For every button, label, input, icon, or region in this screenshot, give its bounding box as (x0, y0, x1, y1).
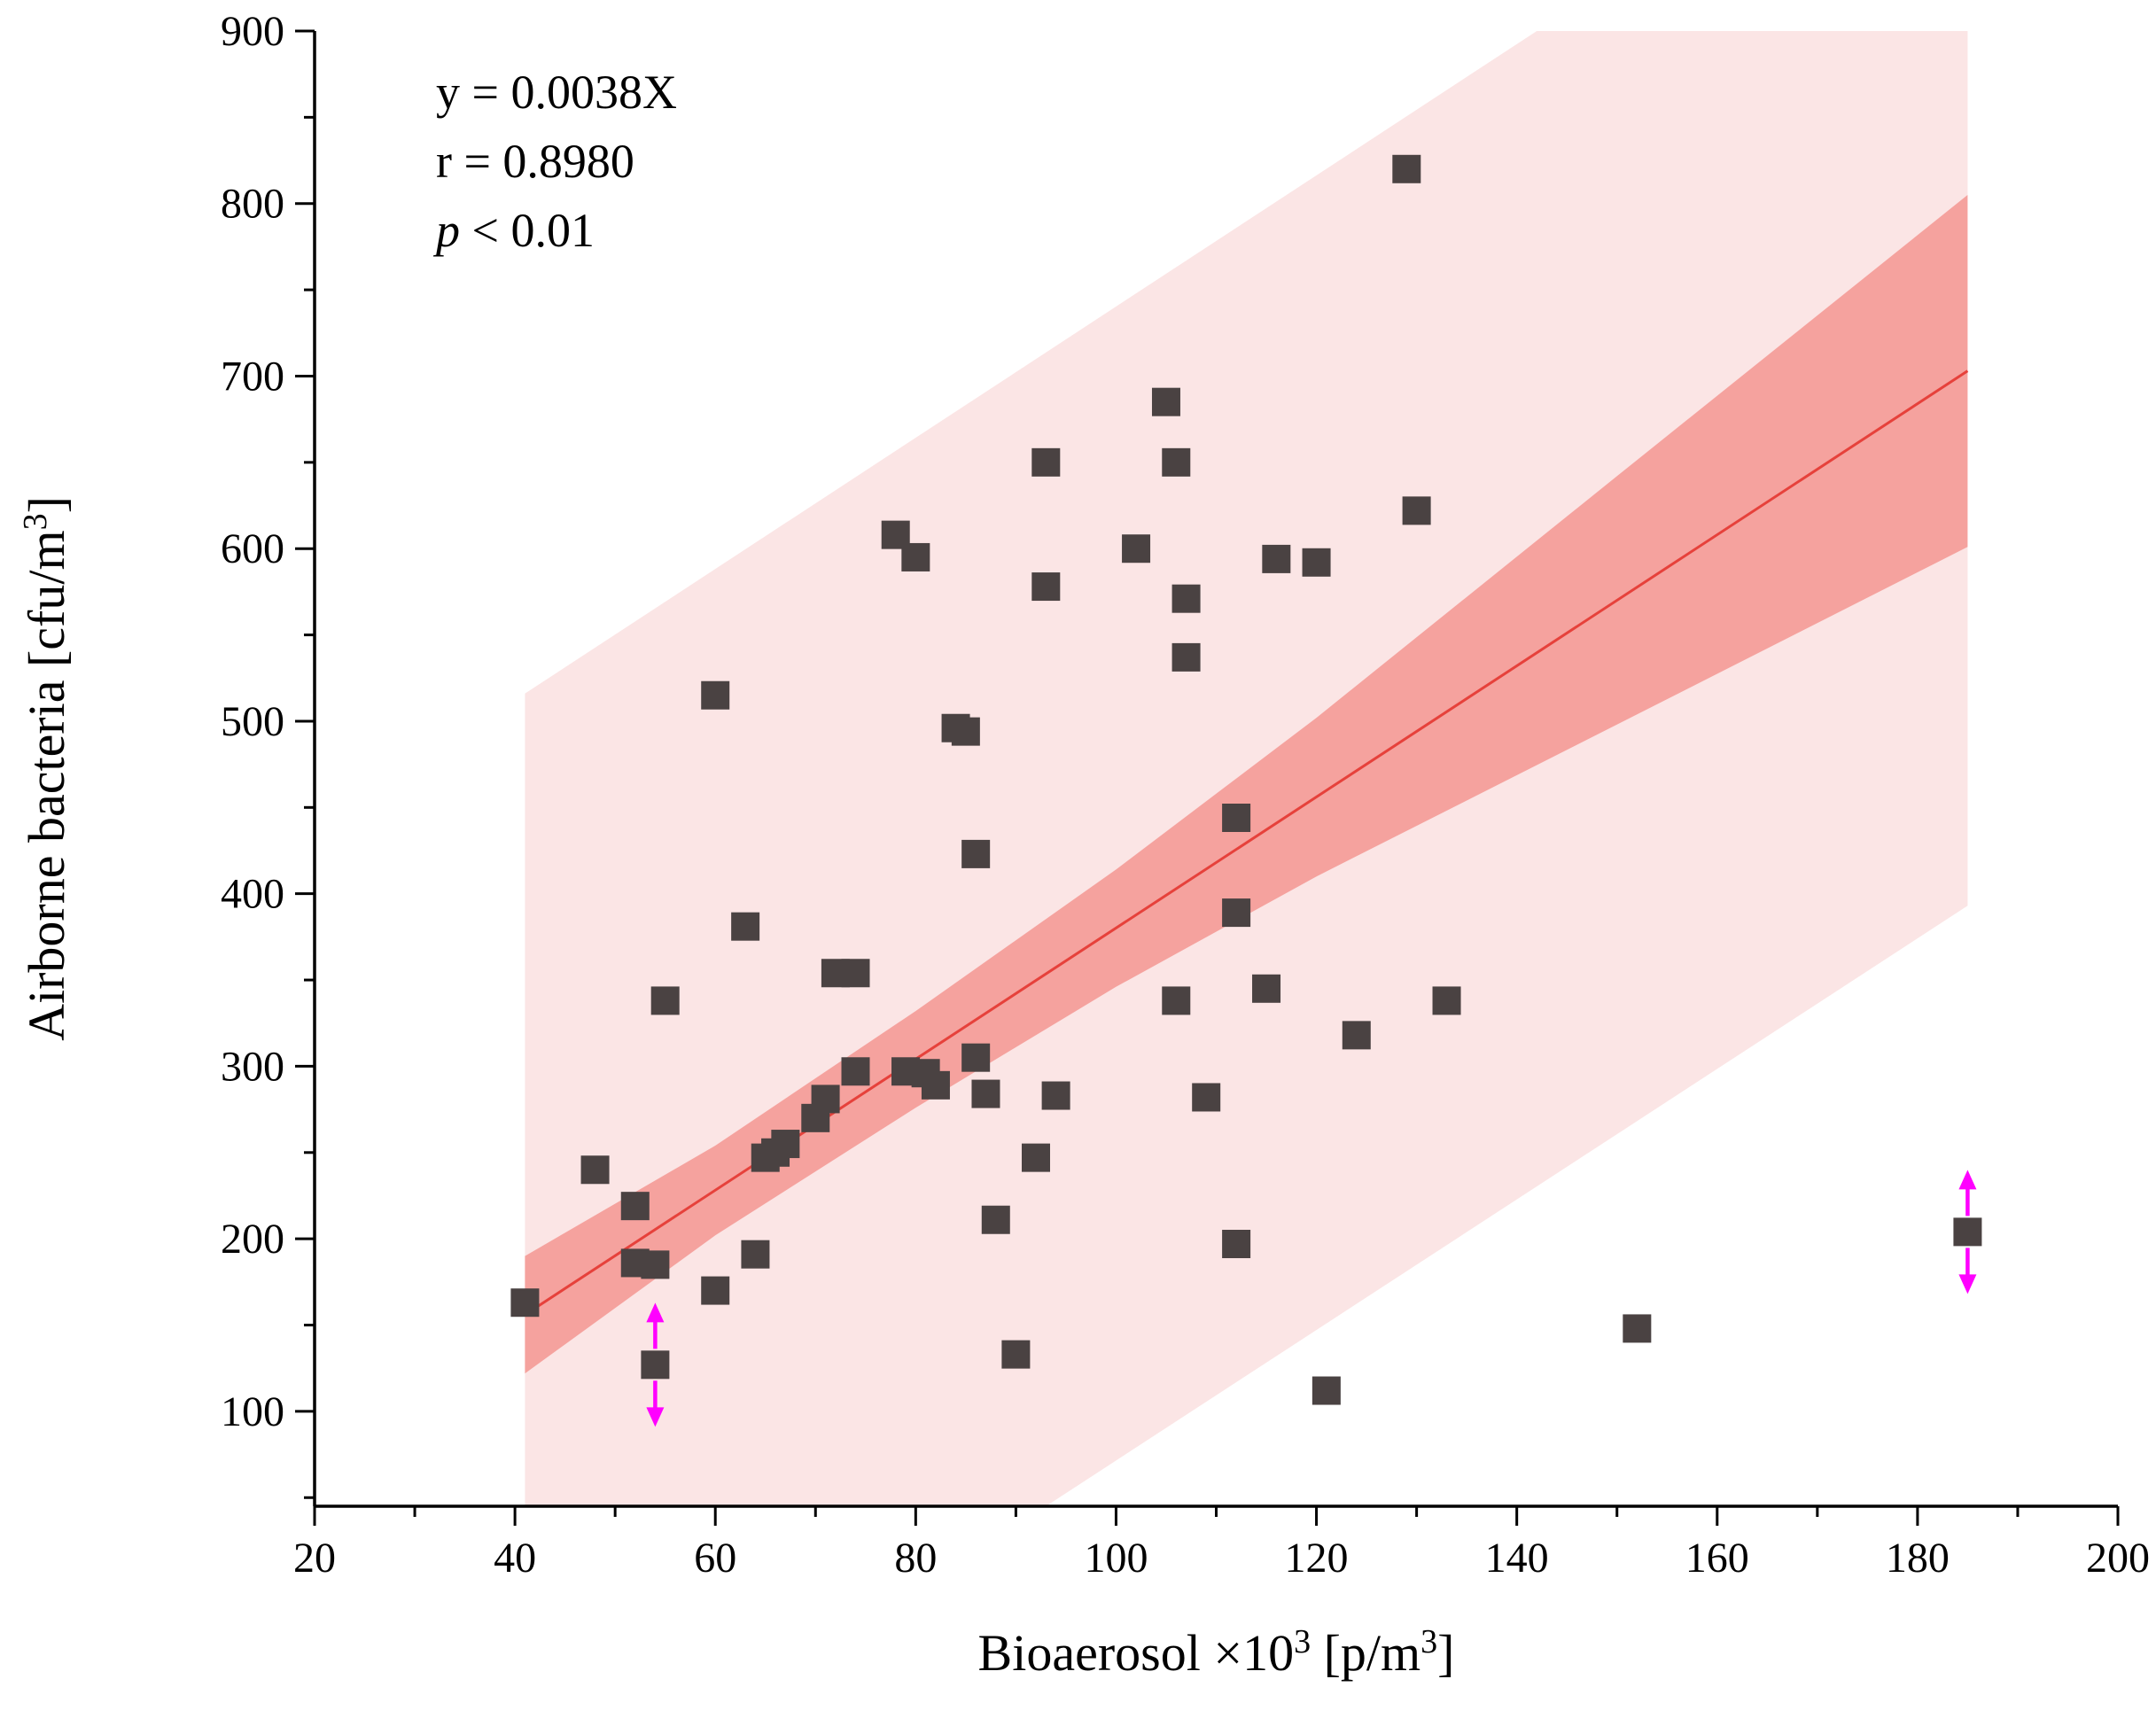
data-point (1402, 496, 1431, 525)
x-tick-label: 80 (894, 1535, 937, 1582)
data-point (1222, 804, 1251, 832)
data-point (1171, 642, 1201, 672)
data-point (620, 1192, 650, 1221)
data-point (1252, 974, 1281, 1003)
x-axis-title: Bioaerosol ×103 [p/m3] (978, 1623, 1455, 1682)
data-point (921, 1070, 950, 1100)
y-axis-title: Airborne bacteria [cfu/m3] (17, 496, 75, 1041)
data-point (1031, 572, 1061, 602)
axis-layer: 20 40 60 80 100 120 140 160 180 200 100 200 300 400 50… (17, 8, 2150, 1682)
data-point (1001, 1340, 1031, 1369)
band-layer (524, 31, 1969, 1506)
arrow-marker (646, 1302, 665, 1427)
y-tick-label: 300 (221, 1043, 284, 1090)
data-point (1122, 534, 1151, 564)
data-point (1162, 986, 1191, 1015)
y-tick-label: 200 (221, 1216, 284, 1263)
x-tick-label: 20 (293, 1535, 336, 1582)
x-tick-label: 140 (1485, 1535, 1549, 1582)
annotation-line: r = 0.8980 (436, 135, 634, 188)
data-point (1171, 584, 1201, 613)
arrow-marker (1958, 1170, 1977, 1294)
x-tick-label: 180 (1886, 1535, 1950, 1582)
data-point (1392, 154, 1421, 183)
data-point (1031, 447, 1061, 477)
prediction-band (525, 31, 1968, 1506)
y-tick-label: 600 (221, 525, 284, 572)
data-point (641, 1250, 670, 1279)
data-point (811, 1084, 840, 1114)
x-tick-label: 200 (2086, 1535, 2150, 1582)
data-point (771, 1130, 800, 1159)
data-point (1022, 1143, 1050, 1172)
data-point (1312, 1376, 1341, 1405)
data-point (1262, 544, 1291, 573)
data-point (650, 986, 680, 1015)
annotation-line: p < 0.01 (432, 204, 595, 257)
x-tick-label: 160 (1685, 1535, 1749, 1582)
x-tick-label: 60 (694, 1535, 736, 1582)
data-point (1222, 1230, 1251, 1258)
annotation-block: y = 0.0038X r = 0.8980 p < 0.01 (432, 66, 677, 257)
data-point (1162, 447, 1191, 477)
data-point (1192, 1083, 1221, 1112)
data-point (641, 1350, 670, 1380)
data-point (961, 839, 991, 868)
x-tick-label: 100 (1084, 1535, 1148, 1582)
x-tick-label: 120 (1285, 1535, 1349, 1582)
data-point (1041, 1081, 1070, 1110)
point-layer (510, 154, 1652, 1405)
data-point (951, 717, 980, 746)
y-tick-label: 800 (221, 181, 284, 228)
data-point (841, 959, 870, 988)
y-tick-label: 100 (221, 1388, 284, 1435)
data-point (510, 1288, 540, 1318)
data-point (961, 1043, 991, 1072)
data-point (971, 1079, 1000, 1108)
data-point (1151, 387, 1180, 416)
data-point (701, 1276, 730, 1305)
data-point (981, 1205, 1010, 1234)
data-point (701, 680, 730, 710)
y-tick-label: 500 (221, 698, 284, 745)
data-point (1953, 1217, 1982, 1247)
annotation-line: y = 0.0038X (436, 66, 677, 119)
y-tick-label: 400 (221, 871, 284, 918)
data-point (731, 912, 760, 941)
data-point (1432, 986, 1461, 1015)
data-point (841, 1057, 870, 1086)
data-point (1342, 1021, 1371, 1050)
x-tick-label: 40 (494, 1535, 536, 1582)
y-tick-label: 700 (221, 353, 284, 400)
data-point (1302, 548, 1331, 577)
data-point (1222, 898, 1251, 928)
arrow-layer (641, 1170, 1982, 1427)
y-tick-label: 900 (221, 8, 284, 55)
data-point (741, 1240, 770, 1269)
data-point (901, 542, 930, 571)
data-point (580, 1155, 610, 1185)
data-point (1623, 1314, 1652, 1343)
